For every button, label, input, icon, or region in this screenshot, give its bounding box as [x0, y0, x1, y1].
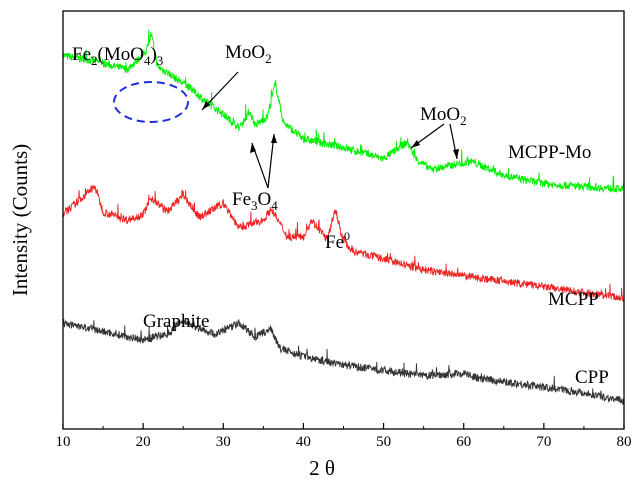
- x-tick-label-30: 30: [216, 434, 231, 450]
- y-axis-title: Intensity (Counts): [8, 144, 32, 296]
- annotation-moo2-left: MoO2: [225, 42, 272, 66]
- arrowhead-moo2-right-a: [411, 140, 420, 148]
- series-label-mcpp-mo: MCPP-Mo: [508, 142, 591, 163]
- annotation-fe3o4: Fe3O4: [232, 189, 278, 213]
- series-label-mcpp: MCPP: [548, 289, 599, 310]
- arrowhead-fe3o4-left: [250, 143, 256, 153]
- annotation-graphite: Graphite: [143, 311, 209, 332]
- x-tick-label-60: 60: [456, 434, 471, 450]
- x-tick-label-40: 40: [296, 434, 311, 450]
- annotation-fe2moo43: Fe2(MoO4)3: [72, 44, 163, 68]
- series-line-mcpp-mo: [62, 29, 625, 194]
- x-tick-label-20: 20: [136, 434, 151, 450]
- x-ticks: 10 20 30 40 50 60 70 80: [56, 423, 632, 450]
- arrowhead-fe3o4-right: [271, 134, 277, 143]
- series-line-mcpp: [62, 184, 625, 303]
- x-tick-label-50: 50: [376, 434, 391, 450]
- highlight-ellipse: [113, 81, 189, 123]
- annotation-moo2-right: MoO2: [420, 104, 467, 128]
- arrowhead-moo2-left: [202, 101, 210, 110]
- x-axis-title: 2 θ: [309, 456, 335, 480]
- annotation-fe0: Fe0: [325, 229, 350, 253]
- series-label-cpp: CPP: [575, 367, 609, 388]
- series-line-cpp: [62, 316, 625, 406]
- x-tick-label-80: 80: [617, 434, 632, 450]
- x-tick-label-70: 70: [536, 434, 551, 450]
- arrowhead-moo2-right-b: [453, 149, 459, 159]
- annotation-arrowheads: [202, 101, 459, 159]
- x-tick-label-10: 10: [56, 434, 71, 450]
- annotation-arrows: [201, 71, 458, 189]
- series-layer: [62, 29, 625, 406]
